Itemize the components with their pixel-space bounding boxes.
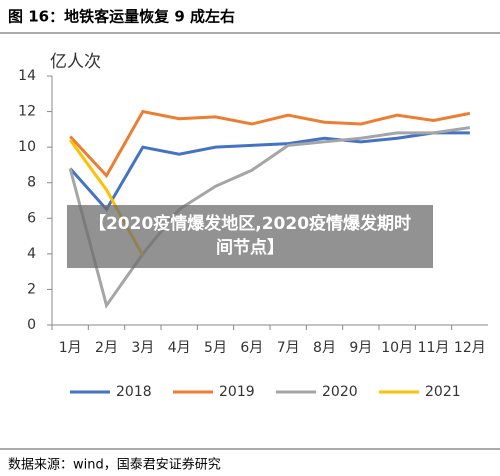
y-tick-label: 10 <box>18 139 36 155</box>
overlay-banner: 【2020疫情爆发地区,2020疫情爆发期时间节点】 <box>67 205 433 268</box>
legend-label: 2020 <box>322 384 358 400</box>
y-tick-label: 4 <box>27 246 36 262</box>
series-line <box>69 131 470 212</box>
x-tick-label: 1月 <box>59 340 82 356</box>
series-line <box>69 109 471 179</box>
y-tick-label: 14 <box>18 68 36 84</box>
y-tick-label: 2 <box>27 281 36 297</box>
x-tick-label: 11月 <box>418 340 450 356</box>
x-tick-label: 3月 <box>131 340 154 356</box>
legend-label: 2018 <box>116 384 152 400</box>
legend-label: 2019 <box>219 384 255 400</box>
source: 数据来源：wind，国泰君安证券研究 <box>8 457 221 473</box>
x-tick-label: 5月 <box>204 340 227 356</box>
x-tick-label: 2月 <box>95 340 118 356</box>
y-tick-label: 12 <box>18 104 36 120</box>
x-tick-label: 6月 <box>240 340 263 356</box>
x-tick-label: 9月 <box>349 340 372 356</box>
y-tick-label: 8 <box>27 175 36 191</box>
y-tick-label: 0 <box>27 317 36 333</box>
chart-title: 图 16：地铁客运量恢复 9 成左右 <box>8 8 235 26</box>
x-tick-label: 10月 <box>381 340 413 356</box>
x-tick-label: 7月 <box>277 340 300 356</box>
x-tick-label: 4月 <box>168 340 191 356</box>
y-axis-label: 亿人次 <box>50 52 101 72</box>
y-tick-label: 6 <box>27 210 36 226</box>
legend-label: 2021 <box>425 384 461 400</box>
x-tick-label: 12月 <box>454 340 486 356</box>
x-tick-label: 8月 <box>313 340 336 356</box>
